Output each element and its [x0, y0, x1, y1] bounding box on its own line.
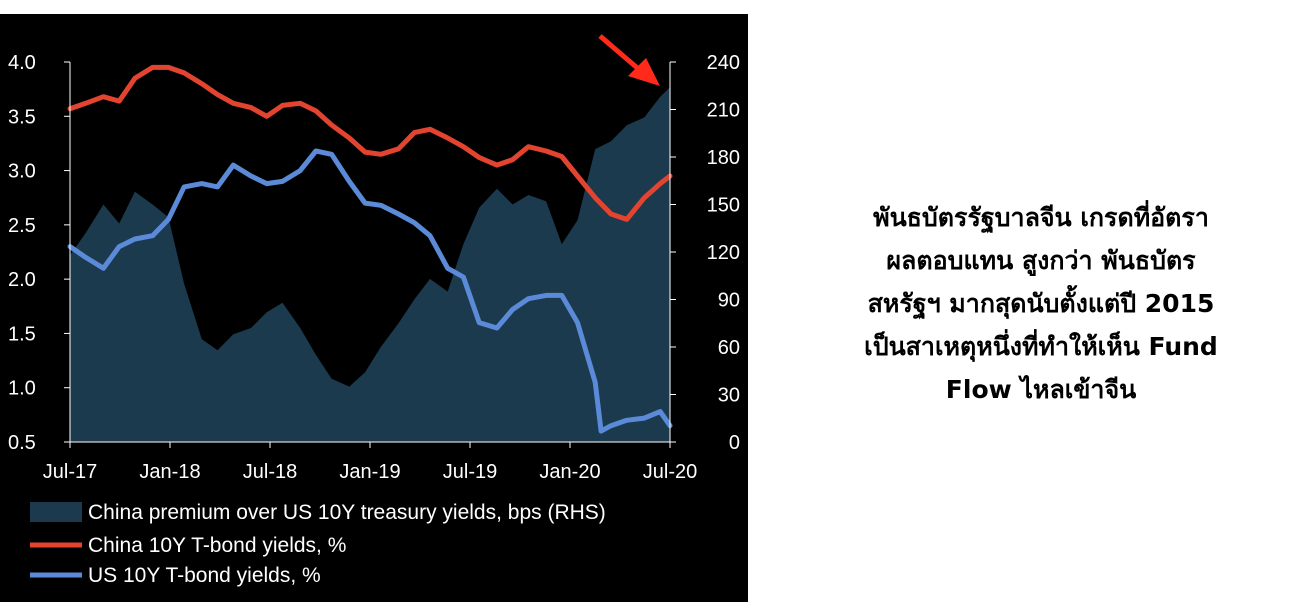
y-left-tick-label: 1.0: [8, 378, 36, 400]
caption-line: Flow ไหลเข้าจีน: [945, 375, 1137, 404]
y-left-tick-label: 3.5: [8, 106, 36, 128]
legend-swatch-premium: [30, 502, 82, 522]
legend-label-premium: China premium over US 10Y treasury yield…: [88, 501, 606, 524]
caption-line: พันธบัตรรัฐบาลจีน เกรดที่อัตรา: [873, 203, 1209, 232]
x-tick-label: Jul-18: [243, 461, 297, 483]
legend-label-us: US 10Y T-bond yields, %: [88, 564, 321, 587]
y-left-tick-label: 0.5: [8, 432, 36, 454]
y-right-tick-label: 90: [718, 290, 740, 312]
y-right-tick-label: 60: [718, 337, 740, 359]
y-left-tick-label: 2.0: [8, 269, 36, 291]
y-right-tick-label: 210: [707, 100, 740, 122]
x-tick-label: Jul-20: [643, 461, 697, 483]
x-tick-label: Jul-17: [43, 461, 97, 483]
y-right-tick-label: 30: [718, 385, 740, 407]
x-tick-label: Jan-20: [539, 461, 600, 483]
x-tick-label: Jul-19: [443, 461, 497, 483]
premium-area-layer: [70, 87, 670, 443]
red-arrow-icon: [598, 34, 660, 86]
legend-label-china: China 10Y T-bond yields, %: [88, 534, 346, 557]
chart-panel: 4.0 3.5 3.0 2.5 2.0 1.5 1.0 0.5 240 210 180 150 120 9…: [0, 14, 748, 602]
caption-line: เป็นสาเหตุหนึ่งที่ทำให้เห็น Fund: [864, 332, 1218, 361]
x-tick-label: Jan-19: [339, 461, 400, 483]
y-right-tick-label: 180: [707, 147, 740, 169]
y-right-tick-label: 120: [707, 242, 740, 264]
yield-lines-layer: [67, 64, 673, 434]
caption-line: สหรัฐฯ มากสุดนับตั้งแต่ปี 2015: [867, 289, 1215, 318]
legend: China premium over US 10Y treasury yield…: [30, 501, 606, 587]
premium-area: [70, 87, 670, 443]
x-tick-label: Jan-18: [139, 461, 200, 483]
tick-layer: 4.0 3.5 3.0 2.5 2.0 1.5 1.0 0.5 240 210 180 150 120 9…: [8, 52, 740, 483]
y-right-tick-label: 0: [729, 432, 740, 454]
caption: พันธบัตรรัฐบาลจีน เกรดที่อัตรา ผลตอบแทน …: [792, 196, 1290, 411]
y-left-tick-label: 4.0: [8, 52, 36, 74]
china-yield-line: [67, 64, 673, 222]
us-yield-line: [67, 148, 673, 434]
y-left-tick-label: 2.5: [8, 215, 36, 237]
y-left-tick-label: 3.0: [8, 161, 36, 183]
y-right-tick-label: 240: [707, 52, 740, 74]
y-left-tick-label: 1.5: [8, 323, 36, 345]
caption-line: ผลตอบแทน สูงกว่า พันธบัตร: [886, 246, 1196, 275]
y-right-tick-label: 150: [707, 195, 740, 217]
chart: 4.0 3.5 3.0 2.5 2.0 1.5 1.0 0.5 240 210 180 150 120 9…: [8, 34, 740, 587]
